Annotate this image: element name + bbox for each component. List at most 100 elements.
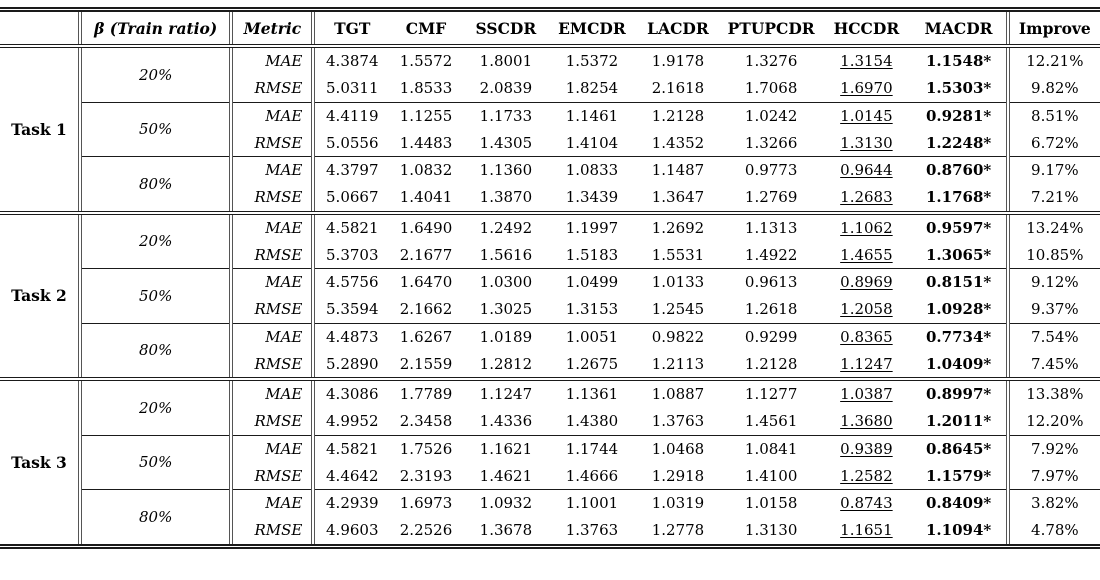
cell-hccdr: 1.3130 xyxy=(821,129,912,158)
cell-tgt: 5.0556 xyxy=(311,129,390,158)
cell-hccdr: 1.1062 xyxy=(840,218,893,237)
metric-label: MAE xyxy=(229,323,314,351)
improve-value: 7.21% xyxy=(1005,184,1100,215)
cell-lacdr: 1.0319 xyxy=(651,494,705,513)
cell-lacdr: 1.2113 xyxy=(634,350,721,382)
metric-label: MAE xyxy=(229,268,314,297)
cell-tgt: 4.9952 xyxy=(311,408,390,436)
metric-label: RMSE xyxy=(229,408,314,436)
cell-emcdr: 1.1744 xyxy=(565,439,619,458)
improve-value: 9.12% xyxy=(1005,268,1100,297)
cell-cmf: 1.6267 xyxy=(399,327,453,346)
cell-tgt: 5.2890 xyxy=(311,350,390,382)
cell-emcdr: 1.0499 xyxy=(565,273,619,292)
cell-lacdr: 1.3647 xyxy=(634,184,721,215)
cell-ptupcdr: 1.3130 xyxy=(720,517,822,549)
task-label: Task 3 xyxy=(0,379,80,549)
cell-cmf: 2.2526 xyxy=(389,517,463,549)
table-row: 50% MAE 4.5821 1.7526 1.1621 1.1744 1.0468 1.08… xyxy=(0,435,1100,491)
cell-lacdr: 1.0468 xyxy=(651,439,705,458)
task-label: Task 1 xyxy=(0,46,80,215)
cell-lacdr: 1.1487 xyxy=(651,161,705,180)
header-beta: β (Train ratio) xyxy=(77,9,232,49)
cell-hccdr: 1.1651 xyxy=(821,517,912,549)
improve-value: 13.38% xyxy=(1005,379,1100,409)
metric-label: RMSE xyxy=(229,184,314,215)
cell-macdr: 1.2011* xyxy=(911,408,1008,436)
cell-tgt: 4.3797 xyxy=(311,156,390,185)
train-ratio: 50% xyxy=(77,102,232,158)
header-metric: Metric xyxy=(229,9,314,49)
cell-hccdr: 0.9644 xyxy=(840,161,893,180)
table-row: RMSE 5.0556 1.4483 1.4305 1.4104 1.4352 1.3266… xyxy=(0,129,1100,158)
cell-macdr: 1.1768* xyxy=(911,184,1008,215)
cell-sscdr: 1.0932 xyxy=(479,494,533,513)
train-ratio: 80% xyxy=(77,156,232,215)
header-improve: Improve xyxy=(1005,9,1100,49)
cell-tgt: 4.2939 xyxy=(311,489,390,518)
train-ratio: 80% xyxy=(77,489,232,549)
cell-ptupcdr: 1.0242 xyxy=(744,106,798,125)
cell-lacdr: 1.5531 xyxy=(634,241,721,270)
metric-label: RMSE xyxy=(229,462,314,491)
cell-ptupcdr: 1.4561 xyxy=(720,408,822,436)
cell-ptupcdr: 1.1313 xyxy=(744,218,798,237)
improve-value: 7.54% xyxy=(1005,323,1100,351)
cell-hccdr: 1.2683 xyxy=(821,184,912,215)
improve-value: 13.24% xyxy=(1005,212,1100,242)
cell-lacdr: 1.2778 xyxy=(634,517,721,549)
header-model-lacdr: LACDR xyxy=(634,9,721,49)
metric-label: RMSE xyxy=(229,517,314,549)
cell-ptupcdr: 1.1277 xyxy=(744,385,798,404)
cell-hccdr: 0.8365 xyxy=(840,327,893,346)
cell-ptupcdr: 1.3266 xyxy=(720,129,822,158)
cell-ptupcdr: 1.0841 xyxy=(744,439,798,458)
cell-ptupcdr: 1.7068 xyxy=(720,75,822,103)
cell-hccdr: 0.9389 xyxy=(840,439,893,458)
table-row: 50% MAE 4.4119 1.1255 1.1733 1.1461 1.2128 1.02… xyxy=(0,102,1100,158)
table-row: 80% MAE 4.2939 1.6973 1.0932 1.1001 1.0319 1.01… xyxy=(0,489,1100,549)
table-row: RMSE 4.9603 2.2526 1.3678 1.3763 1.2778 1.3130… xyxy=(0,517,1100,549)
table-row: 80% MAE 4.3797 1.0832 1.1360 1.0833 1.1487 0.97… xyxy=(0,156,1100,215)
metric-label: RMSE xyxy=(229,241,314,270)
cell-hccdr: 0.8969 xyxy=(840,273,893,292)
cell-cmf: 1.0832 xyxy=(399,161,453,180)
cell-sscdr: 1.4621 xyxy=(462,462,549,491)
cell-sscdr: 1.0189 xyxy=(479,327,533,346)
cell-lacdr: 1.4352 xyxy=(634,129,721,158)
cell-lacdr: 1.0133 xyxy=(651,273,705,292)
table-row: 80% MAE 4.4873 1.6267 1.0189 1.0051 0.9822 0.92… xyxy=(0,323,1100,382)
cell-hccdr: 0.8743 xyxy=(840,494,893,513)
cell-macdr: 1.1579* xyxy=(911,462,1008,491)
cell-emcdr: 1.5183 xyxy=(548,241,635,270)
cell-emcdr: 1.0051 xyxy=(565,327,619,346)
cell-macdr: 1.1548* xyxy=(925,52,992,71)
metric-label: RMSE xyxy=(229,350,314,382)
table-row: 50% MAE 4.5756 1.6470 1.0300 1.0499 1.0133 0.96… xyxy=(0,268,1100,324)
cell-macdr: 0.8645* xyxy=(925,439,992,458)
cell-cmf: 1.5572 xyxy=(399,52,453,71)
train-ratio: 20% xyxy=(77,379,232,436)
cell-sscdr: 1.3870 xyxy=(462,184,549,215)
task-label: Task 2 xyxy=(0,212,80,382)
cell-cmf: 2.3458 xyxy=(389,408,463,436)
metric-label: MAE xyxy=(229,212,314,242)
cell-tgt: 5.0667 xyxy=(311,184,390,215)
cell-sscdr: 1.4336 xyxy=(462,408,549,436)
cell-tgt: 4.3874 xyxy=(311,46,390,76)
cell-sscdr: 1.2492 xyxy=(479,218,533,237)
cell-ptupcdr: 0.9773 xyxy=(744,161,798,180)
table-row: RMSE 4.4642 2.3193 1.4621 1.4666 1.2918 1.4100… xyxy=(0,462,1100,491)
header-model-tgt: TGT xyxy=(311,9,390,49)
table-row: RMSE 5.0311 1.8533 2.0839 1.8254 2.1618 1.7068… xyxy=(0,75,1100,103)
cell-ptupcdr: 0.9299 xyxy=(744,327,798,346)
cell-hccdr: 1.2582 xyxy=(821,462,912,491)
cell-tgt: 4.4119 xyxy=(311,102,390,130)
cell-tgt: 4.4642 xyxy=(311,462,390,491)
cell-ptupcdr: 1.3276 xyxy=(744,52,798,71)
train-ratio: 50% xyxy=(77,435,232,491)
metric-label: MAE xyxy=(229,379,314,409)
metric-label: MAE xyxy=(229,102,314,130)
cell-macdr: 0.8409* xyxy=(925,494,992,513)
cell-emcdr: 1.3763 xyxy=(548,517,635,549)
